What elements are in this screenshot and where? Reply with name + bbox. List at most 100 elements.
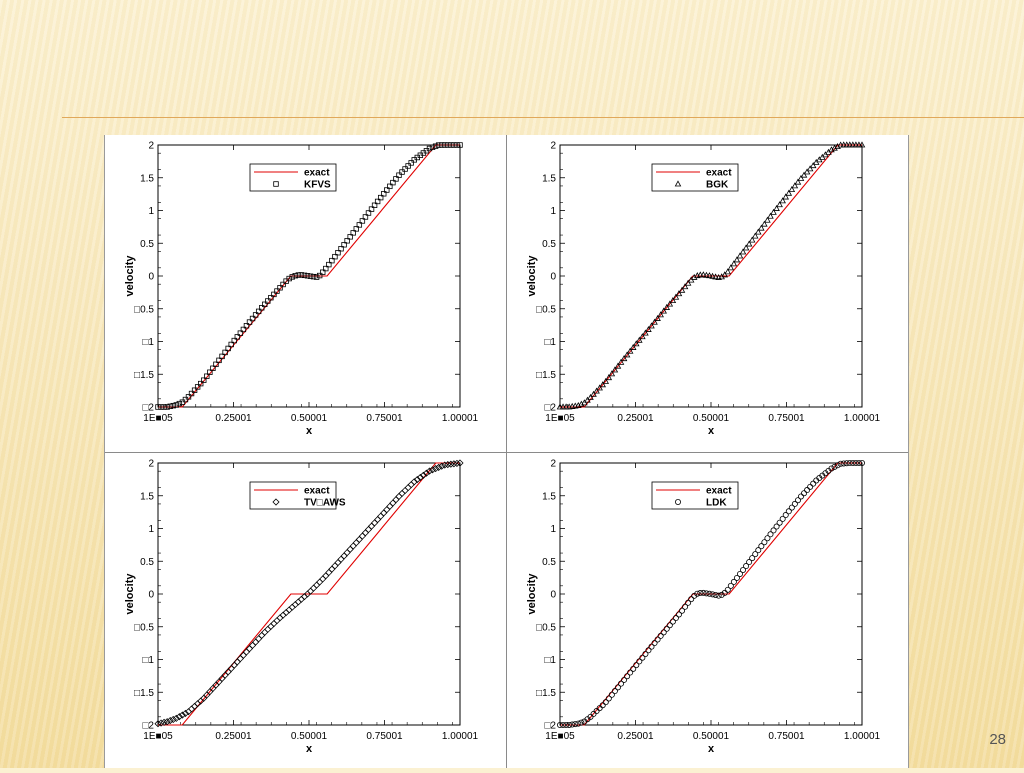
data-marker <box>801 490 808 497</box>
data-marker <box>262 301 268 308</box>
data-marker <box>371 202 378 208</box>
data-marker <box>678 286 686 293</box>
data-marker <box>191 702 199 710</box>
data-marker <box>614 684 621 691</box>
data-marker <box>618 680 625 687</box>
data-marker <box>563 721 570 728</box>
data-marker <box>794 497 801 504</box>
data-marker <box>697 590 704 597</box>
y-tick-label: □1 <box>544 655 556 666</box>
data-marker <box>733 256 741 263</box>
y-axis-label: velocity <box>526 255 538 297</box>
data-marker <box>175 713 183 721</box>
data-marker <box>773 523 780 530</box>
data-marker <box>264 625 272 633</box>
data-marker <box>764 216 771 223</box>
data-marker <box>681 283 689 290</box>
data-marker <box>614 362 622 369</box>
data-marker <box>377 194 384 201</box>
data-marker <box>611 366 619 373</box>
x-axis-label: x <box>306 743 313 755</box>
data-marker <box>432 465 440 473</box>
data-marker <box>181 709 190 717</box>
data-marker <box>240 326 247 333</box>
data-marker <box>724 268 732 275</box>
data-marker <box>429 144 436 150</box>
data-marker <box>362 214 369 220</box>
data-marker <box>590 390 597 397</box>
data-marker <box>593 387 600 394</box>
x-tick-label: 0.25001 <box>215 731 252 742</box>
data-marker <box>319 575 327 583</box>
data-marker <box>575 720 582 727</box>
x-tick-label: 1.00001 <box>442 731 479 742</box>
data-marker <box>840 460 847 467</box>
data-marker <box>316 578 324 586</box>
x-tick-label: 0.25001 <box>617 413 654 424</box>
data-marker <box>587 393 594 400</box>
data-marker <box>846 460 853 467</box>
data-marker <box>645 647 652 654</box>
data-marker <box>684 279 692 286</box>
data-marker <box>252 312 259 318</box>
data-marker <box>249 315 256 322</box>
data-marker <box>401 486 409 495</box>
data-marker <box>843 460 850 467</box>
data-marker <box>746 559 753 566</box>
y-tick-label: 1.5 <box>542 491 556 502</box>
legend-box <box>651 481 739 510</box>
y-tick-label: □2 <box>142 403 154 414</box>
x-tick-label: 1E​■05 <box>545 413 575 424</box>
data-marker <box>758 224 765 231</box>
data-marker <box>392 496 400 504</box>
data-marker <box>276 614 284 622</box>
data-marker <box>393 176 399 182</box>
data-marker <box>353 226 359 232</box>
data-marker <box>198 380 204 387</box>
data-marker <box>709 272 716 279</box>
data-marker <box>325 568 333 577</box>
data-marker <box>809 162 817 169</box>
data-marker <box>207 369 213 375</box>
data-marker <box>313 581 321 589</box>
data-marker <box>810 480 817 487</box>
data-marker <box>666 300 674 307</box>
data-marker <box>454 142 460 148</box>
data-marker <box>450 460 458 468</box>
data-marker <box>669 618 676 625</box>
data-marker <box>807 483 814 490</box>
data-marker <box>703 590 710 597</box>
figure-panel: 2 1.5 1 0.5 0 □0.5 □1 □1.5 □2 1E​■05 0.25001 0.5000… <box>104 135 909 768</box>
data-marker <box>259 305 265 311</box>
data-marker <box>169 715 177 724</box>
data-marker <box>292 273 298 279</box>
data-marker <box>261 628 269 636</box>
data-marker <box>751 232 759 239</box>
data-marker <box>435 463 443 471</box>
data-marker <box>396 172 402 178</box>
data-marker <box>645 325 652 332</box>
data-marker <box>797 493 804 500</box>
data-marker <box>371 519 379 527</box>
data-marker <box>343 549 351 557</box>
data-marker <box>447 460 455 468</box>
data-marker <box>350 230 356 236</box>
data-marker <box>316 272 323 279</box>
data-marker <box>596 384 603 391</box>
data-marker <box>326 261 332 268</box>
data-marker <box>172 714 180 722</box>
x-tick-label: 0.75001 <box>768 413 805 424</box>
data-marker <box>386 502 394 510</box>
data-marker <box>246 319 253 325</box>
data-marker <box>785 508 792 515</box>
data-marker <box>700 271 707 278</box>
data-marker <box>611 688 618 695</box>
data-marker <box>399 169 405 175</box>
data-marker <box>158 404 164 410</box>
velocity-comparison-figure: 21.510.50□0.5□1□1.5□21E​■05 0.25001 0.5000… <box>105 135 908 768</box>
data-marker <box>355 535 363 543</box>
x-tick-label: 0.75001 <box>366 731 403 742</box>
data-marker <box>718 273 725 280</box>
data-marker <box>627 669 634 676</box>
data-marker <box>442 142 448 148</box>
